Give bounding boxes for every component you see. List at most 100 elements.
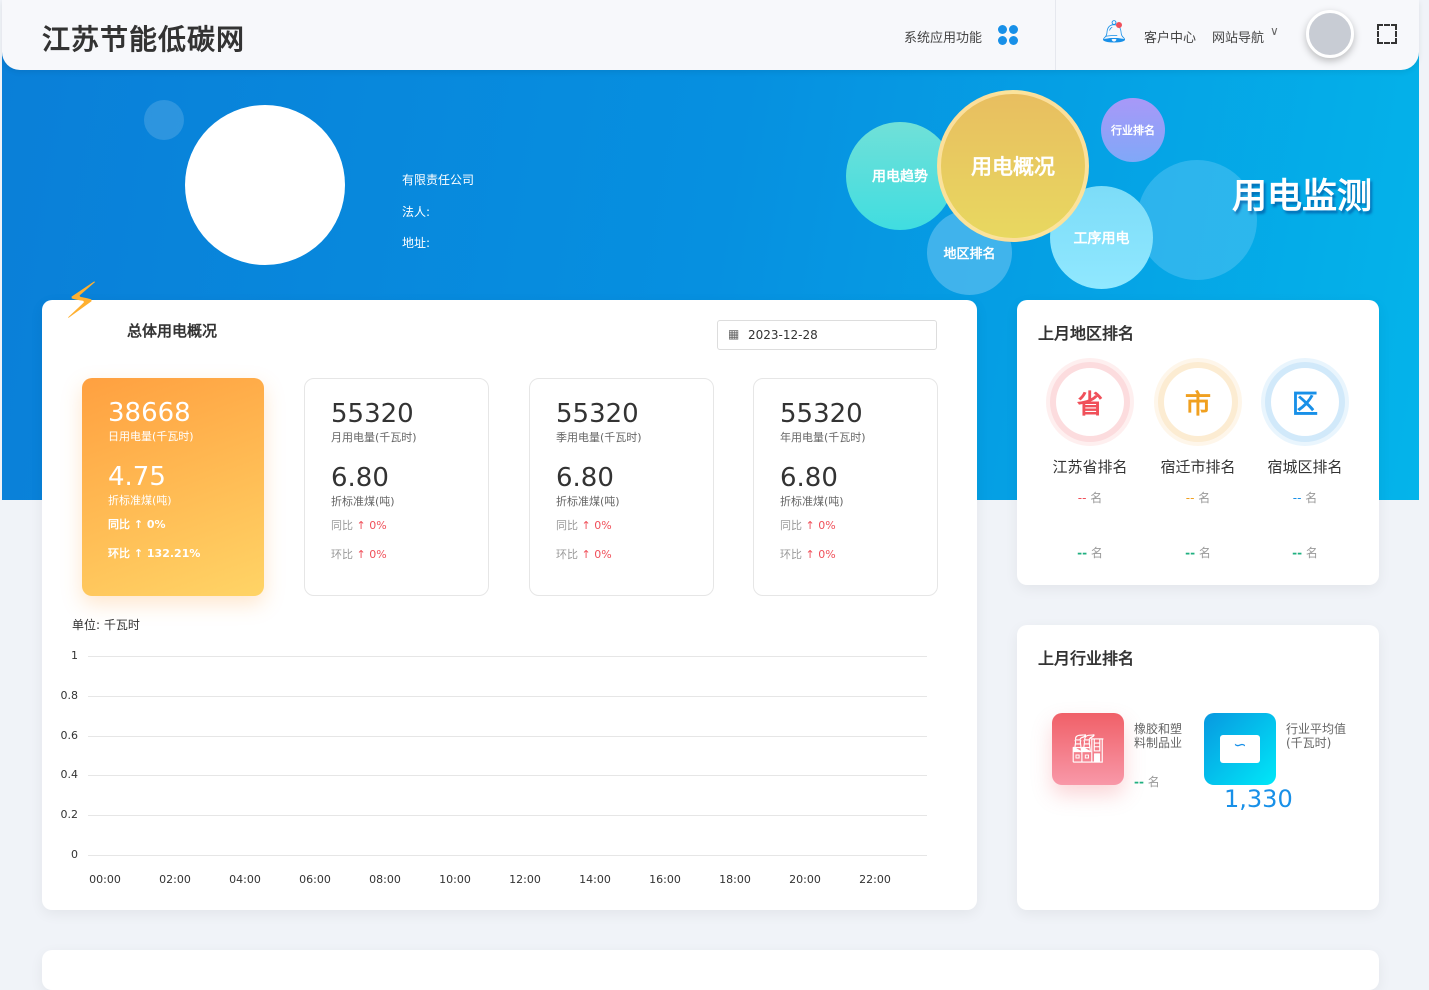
industry-name: 橡胶和塑料制品业 bbox=[1134, 722, 1183, 750]
calendar-icon: ▦ bbox=[728, 327, 740, 341]
arrow-up-icon: ↑ bbox=[133, 547, 144, 560]
rank-value: -- bbox=[1292, 491, 1302, 505]
stat-card: 55320 季用电量(千瓦时) 6.80 折标准煤(吨) 同比 ↑ 0% 环比 … bbox=[529, 378, 714, 596]
usage-label: 日用电量(千瓦时) bbox=[108, 430, 194, 443]
legal-person: 法人: bbox=[402, 205, 431, 219]
site-logo[interactable]: 江苏节能低碳网 bbox=[42, 23, 246, 56]
gridline bbox=[88, 735, 927, 737]
customer-center-link[interactable]: 客户中心 bbox=[1144, 31, 1197, 46]
industry-avg-label: 行业平均值(千瓦时) bbox=[1286, 722, 1347, 750]
bell-icon[interactable]: 🔔︎ bbox=[1100, 20, 1128, 45]
mom-value: 132.21% bbox=[146, 547, 201, 560]
rank-value-2: -- bbox=[1185, 546, 1196, 560]
decor-circle bbox=[144, 100, 184, 140]
site-nav-dropdown[interactable]: 网站导航 bbox=[1212, 31, 1265, 46]
usage-label: 月用电量(千瓦时) bbox=[331, 431, 417, 444]
rank-name: 宿迁市排名 bbox=[1160, 458, 1236, 476]
coal-value: 4.75 bbox=[108, 462, 166, 492]
rank-value: -- bbox=[1185, 491, 1195, 505]
stat-card: 55320 年用电量(千瓦时) 6.80 折标准煤(吨) 同比 ↑ 0% 环比 … bbox=[753, 378, 938, 596]
arrow-up-icon: ↑ bbox=[581, 519, 591, 532]
fullscreen-icon[interactable] bbox=[1377, 24, 1397, 44]
coal-value: 6.80 bbox=[780, 463, 838, 493]
region-rank-item: 区 宿城区排名 -- 名 -- 名 bbox=[1255, 362, 1355, 561]
x-tick-label: 06:00 bbox=[299, 873, 331, 886]
coal-value: 6.80 bbox=[331, 463, 389, 493]
x-tick-label: 18:00 bbox=[719, 873, 751, 886]
lightning-icon: ⚡︎ bbox=[64, 272, 100, 330]
arrow-up-icon: ↑ bbox=[356, 519, 366, 532]
rank-unit-2: 名 bbox=[1090, 546, 1103, 560]
system-apps-link[interactable]: 系统应用功能 bbox=[904, 31, 983, 46]
address: 地址: bbox=[402, 236, 431, 250]
yoy: 同比 ↑ 0% bbox=[108, 516, 166, 532]
region-rank-item: 市 宿迁市排名 -- 名 -- 名 bbox=[1148, 362, 1248, 561]
mom-value: 0% bbox=[818, 548, 836, 561]
y-tick-label: 0.2 bbox=[60, 808, 79, 822]
industry-rank-title: 上月行业排名 bbox=[1038, 649, 1135, 668]
date-picker[interactable]: ▦ 2023-12-28 bbox=[717, 320, 937, 350]
arrow-up-icon: ↑ bbox=[133, 518, 144, 531]
yoy: 同比 ↑ 0% bbox=[331, 517, 387, 533]
rank-value-2: -- bbox=[1292, 546, 1303, 560]
yoy-value: 0% bbox=[369, 519, 387, 532]
mom: 环比 ↑ 132.21% bbox=[108, 545, 200, 561]
rank-unit: 名 bbox=[1305, 491, 1318, 505]
yoy-value: 0% bbox=[818, 519, 836, 532]
y-tick-label: 0.6 bbox=[60, 728, 79, 742]
gridline bbox=[88, 775, 927, 777]
yoy: 同比 ↑ 0% bbox=[556, 517, 612, 533]
rank-unit: 名 bbox=[1090, 491, 1103, 505]
usage-value: 55320 bbox=[556, 399, 639, 429]
gridline bbox=[88, 695, 927, 697]
top-header: 江苏节能低碳网 系统应用功能 🔔︎ 客户中心 网站导航 ∨ bbox=[2, 0, 1419, 70]
bubble-trend[interactable]: 用电趋势 bbox=[846, 122, 954, 230]
bubble-overview[interactable]: 用电概况 bbox=[937, 90, 1089, 242]
x-tick-label: 12:00 bbox=[509, 873, 541, 886]
gridline bbox=[88, 855, 927, 856]
arrow-up-icon: ↑ bbox=[581, 548, 591, 561]
x-tick-label: 08:00 bbox=[369, 873, 401, 886]
decor-bubble bbox=[1137, 160, 1257, 280]
apps-grid-icon[interactable] bbox=[998, 25, 1018, 45]
medal-badge-icon: 区 bbox=[1265, 362, 1345, 442]
bottom-card bbox=[42, 950, 1379, 990]
rank-value-2: -- bbox=[1077, 546, 1088, 560]
x-tick-label: 14:00 bbox=[579, 873, 611, 886]
x-tick-label: 04:00 bbox=[229, 873, 261, 886]
company-logo bbox=[185, 105, 345, 265]
factory-icon: 🏭︎ bbox=[1052, 713, 1124, 785]
mom: 环比 ↑ 0% bbox=[331, 546, 387, 562]
industry-rank-card: 上月行业排名 🏭︎ 橡胶和塑料制品业 -- 名 ∽ 行业平均值(千瓦时) 1,3… bbox=[1017, 625, 1379, 910]
chevron-down-icon[interactable]: ∨ bbox=[1270, 24, 1279, 38]
y-tick-label: 0.8 bbox=[60, 688, 79, 702]
yoy-label: 同比 bbox=[556, 519, 578, 532]
gridline bbox=[88, 815, 927, 817]
mom-label: 环比 bbox=[556, 548, 578, 561]
chart-unit-label: 单位: 千瓦时 bbox=[72, 618, 140, 632]
arrow-up-icon: ↑ bbox=[805, 548, 815, 561]
x-tick-label: 00:00 bbox=[89, 873, 121, 886]
rank-unit: 名 bbox=[1198, 491, 1211, 505]
meter-icon: ∽ bbox=[1204, 713, 1276, 785]
mom: 环比 ↑ 0% bbox=[780, 546, 836, 562]
rank-unit-2: 名 bbox=[1305, 546, 1318, 560]
yoy-value: 0% bbox=[146, 518, 166, 531]
region-rank-card: 上月地区排名 bbox=[1017, 300, 1379, 585]
x-tick-label: 22:00 bbox=[859, 873, 891, 886]
x-tick-label: 02:00 bbox=[159, 873, 191, 886]
rank-name: 宿城区排名 bbox=[1267, 458, 1343, 476]
bubble-industry-rank[interactable]: 行业排名 bbox=[1101, 98, 1165, 162]
y-tick-label: 0.4 bbox=[60, 768, 79, 782]
industry-rank-unit: 名 bbox=[1147, 775, 1160, 789]
medal-badge-icon: 省 bbox=[1050, 362, 1130, 442]
overview-title: 总体用电概况 bbox=[127, 322, 218, 340]
industry-avg-value: 1,330 bbox=[1224, 785, 1293, 813]
x-tick-label: 16:00 bbox=[649, 873, 681, 886]
coal-label: 折标准煤(吨) bbox=[780, 495, 844, 508]
usage-value: 55320 bbox=[780, 399, 863, 429]
y-tick-label: 0 bbox=[71, 848, 78, 861]
avatar[interactable] bbox=[1306, 10, 1354, 58]
x-tick-label: 20:00 bbox=[789, 873, 821, 886]
arrow-up-icon: ↑ bbox=[356, 548, 366, 561]
